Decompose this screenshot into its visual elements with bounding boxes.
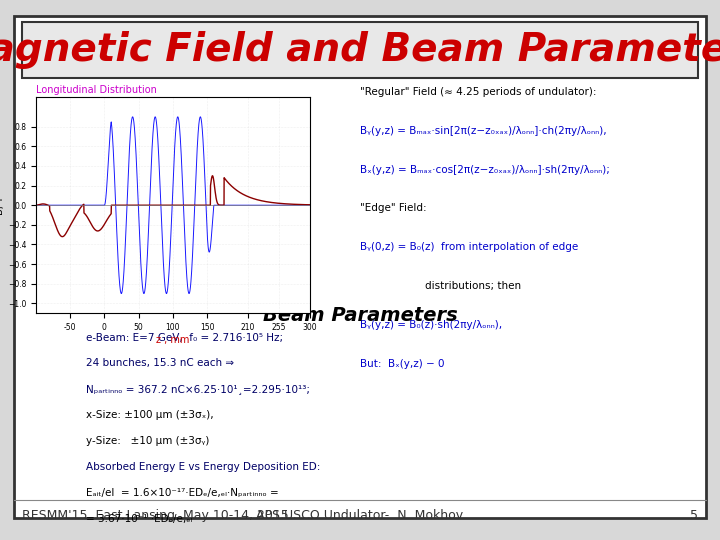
- Text: Nₚₐᵣₜᵢₙₙₒ = 367.2 nC×6.25·10¹¸=2.295·10¹³;: Nₚₐᵣₜᵢₙₙₒ = 367.2 nC×6.25·10¹¸=2.295·10¹…: [86, 384, 310, 394]
- Text: Magnetic Field and Beam Parameters: Magnetic Field and Beam Parameters: [0, 31, 720, 69]
- FancyBboxPatch shape: [14, 16, 706, 518]
- Text: Eₐᵢₜ/el  = 1.6×10⁻¹⁷·EDₑ/e,ₑₗ·Nₚₐᵣₜᵢₙₙₒ =: Eₐᵢₜ/el = 1.6×10⁻¹⁷·EDₑ/e,ₑₗ·Nₚₐᵣₜᵢₙₙₒ =: [86, 488, 279, 498]
- Text: Beam Parameters: Beam Parameters: [263, 306, 457, 326]
- Text: RESMM'15, East Lansing, May 10-14, 2015: RESMM'15, East Lansing, May 10-14, 2015: [22, 509, 288, 522]
- Text: Bᵧ(y,z) = Bₘₐₓ·sin[2π(z−z₀ₓₐₓ)/λₒₙₙ]·ch(2πy/λₒₙₙ),: Bᵧ(y,z) = Bₘₐₓ·sin[2π(z−z₀ₓₐₓ)/λₒₙₙ]·ch(…: [360, 126, 607, 136]
- Text: Bₓ(y,z) = Bₘₐₓ·cos[2π(z−z₀ₓₐₓ)/λₒₙₙ]·sh(2πy/λₒₙₙ);: Bₓ(y,z) = Bₘₐₓ·cos[2π(z−z₀ₓₐₓ)/λₒₙₙ]·sh(…: [360, 165, 610, 174]
- X-axis label: z , mm: z , mm: [156, 335, 189, 345]
- Text: Bᵧ(y,z) = B₀(z)·sh(2πy/λₒₙₙ),: Bᵧ(y,z) = B₀(z)·sh(2πy/λₒₙₙ),: [360, 320, 502, 330]
- Text: But:  Bₓ(y,z) − 0: But: Bₓ(y,z) − 0: [360, 359, 444, 369]
- Text: 24 bunches, 15.3 nC each ⇒: 24 bunches, 15.3 nC each ⇒: [86, 359, 235, 368]
- Text: "Edge" Field:: "Edge" Field:: [360, 204, 427, 213]
- Text: x-Size: ±100 μm (±3σₓ),: x-Size: ±100 μm (±3σₓ),: [86, 410, 214, 420]
- Text: Longitudinal Distribution: Longitudinal Distribution: [36, 85, 157, 95]
- Text: Absorbed Energy E vs Energy Deposition ED:: Absorbed Energy E vs Energy Deposition E…: [86, 462, 321, 472]
- Text: Bᵧ(0,z) = B₀(z)  from interpolation of edge: Bᵧ(0,z) = B₀(z) from interpolation of ed…: [360, 242, 578, 252]
- Text: y-Size:   ±10 μm (±3σᵧ): y-Size: ±10 μm (±3σᵧ): [86, 436, 210, 446]
- Text: e-Beam: E=7 GeV,  f₀ = 2.716·10⁵ Hz;: e-Beam: E=7 GeV, f₀ = 2.716·10⁵ Hz;: [86, 333, 284, 342]
- Text: APS USCO Undulator-  N. Mokhov: APS USCO Undulator- N. Mokhov: [256, 509, 464, 522]
- Text: distributions; then: distributions; then: [360, 281, 521, 291]
- Y-axis label: B, T: B, T: [0, 196, 5, 214]
- Text: 5: 5: [690, 509, 698, 522]
- Text: = 3.67·10⁻¹ ·EDₑ/e,ₑₗ: = 3.67·10⁻¹ ·EDₑ/e,ₑₗ: [86, 514, 193, 524]
- FancyBboxPatch shape: [22, 22, 698, 78]
- Text: "Regular" Field (≈ 4.25 periods of undulator):: "Regular" Field (≈ 4.25 periods of undul…: [360, 87, 596, 97]
